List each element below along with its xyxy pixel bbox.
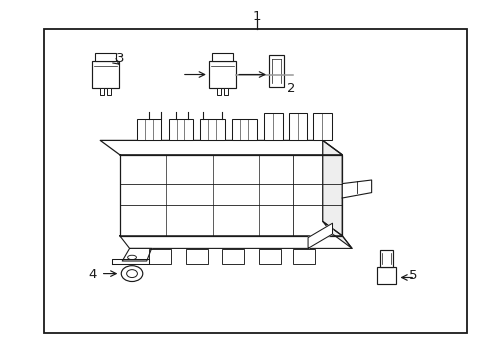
Polygon shape: [120, 236, 351, 248]
Bar: [288, 113, 306, 140]
Bar: [92, 61, 118, 88]
Bar: [224, 88, 227, 95]
Bar: [137, 119, 161, 140]
Bar: [222, 249, 244, 264]
Polygon shape: [112, 259, 149, 264]
Bar: [209, 61, 235, 88]
Bar: [100, 88, 103, 95]
Polygon shape: [100, 140, 342, 155]
Text: 2: 2: [286, 82, 295, 95]
Bar: [212, 53, 232, 61]
Polygon shape: [307, 223, 332, 248]
Polygon shape: [322, 140, 342, 236]
Bar: [293, 249, 315, 264]
Text: 5: 5: [408, 269, 417, 282]
Bar: [259, 249, 281, 264]
Polygon shape: [322, 221, 351, 248]
Bar: [376, 267, 395, 284]
Polygon shape: [122, 248, 151, 261]
Bar: [44, 29, 466, 333]
Bar: [106, 88, 110, 95]
Bar: [268, 55, 283, 87]
Polygon shape: [120, 155, 342, 236]
Text: 4: 4: [88, 268, 97, 281]
Bar: [200, 119, 224, 140]
Bar: [264, 113, 282, 140]
Polygon shape: [342, 180, 371, 198]
Circle shape: [121, 266, 142, 282]
Bar: [379, 250, 392, 267]
Bar: [232, 119, 256, 140]
Bar: [217, 88, 221, 95]
Text: 3: 3: [115, 52, 124, 65]
Bar: [185, 249, 207, 264]
Text: 1: 1: [252, 10, 261, 23]
Bar: [312, 113, 331, 140]
Bar: [168, 119, 193, 140]
Bar: [149, 249, 171, 264]
Bar: [95, 53, 115, 61]
